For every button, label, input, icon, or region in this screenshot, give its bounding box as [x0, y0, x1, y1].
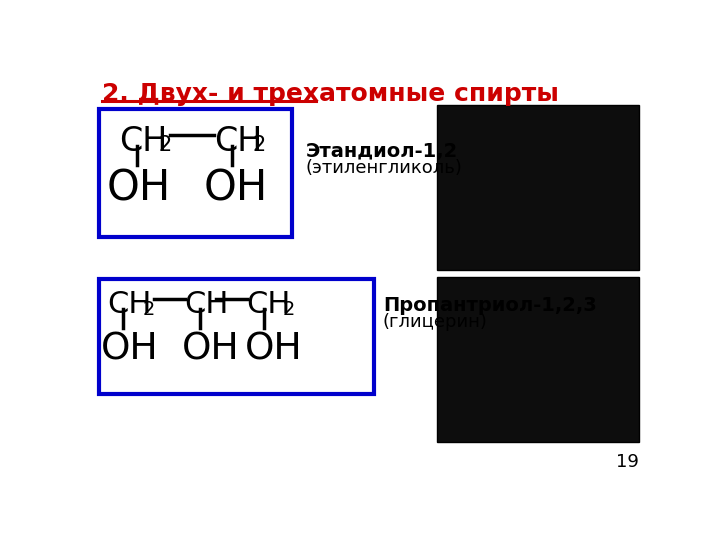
Bar [99, 279, 374, 394]
Text: CH: CH [214, 125, 262, 158]
Bar [437, 105, 639, 271]
Text: 2: 2 [282, 300, 294, 319]
Text: OH: OH [101, 331, 158, 367]
Text: (глицерин): (глицерин) [383, 313, 488, 330]
Text: 2: 2 [253, 135, 266, 155]
Text: OH: OH [181, 331, 239, 367]
Text: Этандиол-1,2: Этандиол-1,2 [305, 142, 458, 161]
Text: 19: 19 [616, 454, 639, 471]
Text: Пропантриол-1,2,3: Пропантриол-1,2,3 [383, 296, 597, 315]
Text: OH: OH [107, 167, 171, 209]
Text: 2: 2 [143, 300, 155, 319]
Text: 2. Двух- и трехатомные спирты: 2. Двух- и трехатомные спирты [102, 82, 559, 106]
Bar [99, 110, 292, 237]
Text: CH: CH [120, 125, 168, 158]
Text: OH: OH [204, 167, 268, 209]
Text: OH: OH [245, 331, 302, 367]
Text: CH: CH [184, 291, 229, 320]
Text: CH: CH [246, 291, 291, 320]
Text: 2: 2 [158, 135, 171, 155]
Bar [437, 276, 639, 442]
Text: CH: CH [107, 291, 151, 320]
Text: (этиленгликоль): (этиленгликоль) [305, 159, 462, 177]
